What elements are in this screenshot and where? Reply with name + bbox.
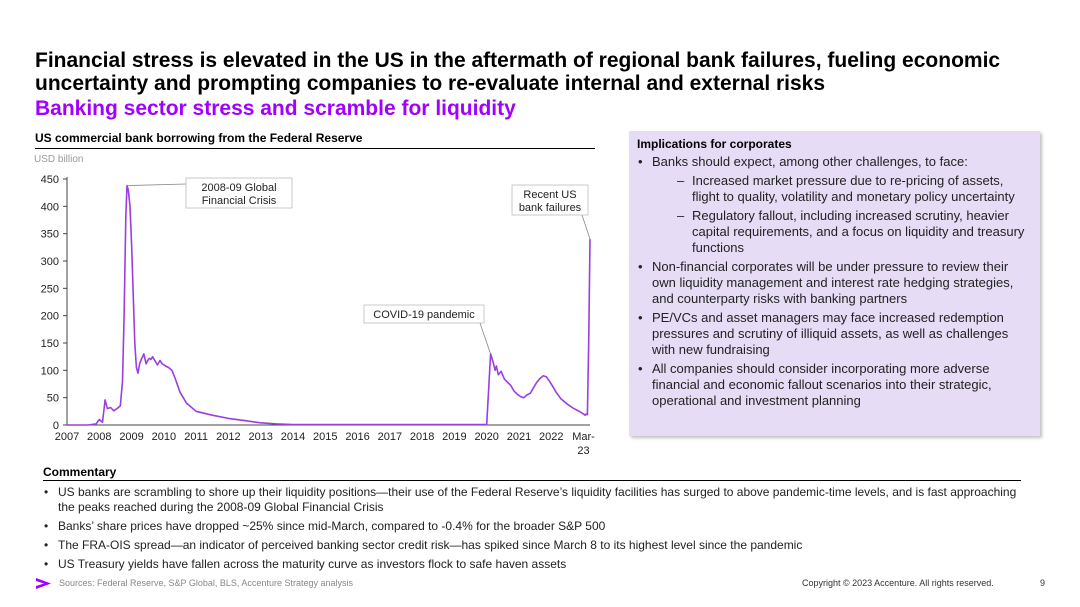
implication-item: PE/VCs and asset managers may face incre…	[637, 310, 1030, 358]
annotation-label: 2008-09 Global	[201, 182, 276, 194]
x-tick-label: 2012	[216, 431, 240, 443]
annotation-box	[185, 177, 293, 209]
implication-item: All companies should consider incorporat…	[637, 361, 1030, 409]
x-tick-label: 2009	[119, 431, 143, 443]
x-tick-label: 2014	[281, 431, 305, 443]
commentary-item: US banks are scrambling to shore up thei…	[43, 485, 1028, 515]
x-tick-label: 2010	[152, 431, 176, 443]
copyright-notice: Copyright © 2023 Accenture. All rights r…	[802, 578, 994, 588]
page-number: 9	[1040, 578, 1046, 588]
annotation-leader-line	[581, 214, 591, 240]
y-tick-label: 200	[41, 311, 59, 323]
x-tick-label: 2017	[378, 431, 402, 443]
annotation-label: Recent US	[523, 189, 576, 201]
y-tick-label: 300	[41, 256, 59, 268]
commentary-divider	[43, 480, 1021, 481]
implications-title: Implications for corporates	[637, 137, 792, 151]
x-tick-label: Mar-	[572, 431, 595, 443]
accenture-chevron-icon	[36, 578, 51, 589]
x-tick-label: 2019	[442, 431, 466, 443]
x-tick-label: 2007	[55, 431, 79, 443]
x-tick-label: 2013	[248, 431, 272, 443]
y-tick-label: 50	[47, 393, 59, 405]
implication-subitem: Increased market pressure due to re-pric…	[637, 173, 1030, 205]
annotation-leader-line	[479, 322, 491, 355]
annotation-label: Financial Crisis	[202, 195, 277, 207]
y-tick-label: 100	[41, 365, 59, 377]
annotation-label: bank failures	[519, 202, 582, 214]
chart-title: US commercial bank borrowing from the Fe…	[35, 131, 363, 145]
x-tick-label: 2015	[313, 431, 337, 443]
y-tick-label: 400	[41, 201, 59, 213]
y-tick-label: 150	[41, 338, 59, 350]
implication-subitem: Regulatory fallout, including increased …	[637, 208, 1030, 256]
x-tick-label: 2016	[345, 431, 369, 443]
bank-borrowing-line-chart: USD billion 0 50 100 150 200 250 300 350 400 450 20…	[34, 154, 595, 457]
annotation-label: COVID-19 pandemic	[373, 309, 475, 321]
y-tick-label: 450	[41, 174, 59, 186]
x-tick-label: 2008	[87, 431, 111, 443]
commentary-item: Banks’ share prices have dropped ~25% si…	[43, 519, 1028, 534]
x-tick-label: 23	[577, 445, 589, 457]
implication-item: Non-financial corporates will be under p…	[637, 259, 1030, 307]
y-tick-label: 250	[41, 283, 59, 295]
implications-list: Banks should expect, among other challen…	[637, 154, 1030, 409]
annotation-box	[363, 304, 485, 324]
annotation-leader-line	[128, 183, 187, 186]
commentary-item: The FRA-OIS spread—an indicator of perce…	[43, 538, 1028, 553]
commentary-title: Commentary	[43, 465, 117, 479]
x-tick-label: 2022	[539, 431, 563, 443]
slide-subtitle: Banking sector stress and scramble for l…	[35, 97, 516, 120]
x-tick-label: 2018	[410, 431, 434, 443]
borrowing-series-line	[67, 184, 591, 426]
y-tick-label: 0	[53, 420, 59, 432]
y-axis-unit-label: USD billion	[34, 154, 83, 165]
implication-item: Banks should expect, among other challen…	[637, 154, 1030, 170]
annotation-box	[511, 184, 589, 216]
y-tick-label: 350	[41, 229, 59, 241]
chart-title-divider	[35, 148, 595, 149]
sources-note: Sources: Federal Reserve, S&P Global, BL…	[59, 578, 353, 588]
slide-title: Financial stress is elevated in the US i…	[35, 49, 1001, 95]
x-tick-label: 2011	[184, 431, 208, 443]
commentary-item: US Treasury yields have fallen across th…	[43, 557, 1028, 572]
x-tick-label: 2020	[474, 431, 498, 443]
x-tick-label: 2021	[507, 431, 531, 443]
implications-panel: Implications for corporates Banks should…	[629, 131, 1040, 436]
commentary-list: US banks are scrambling to shore up thei…	[43, 485, 1028, 576]
